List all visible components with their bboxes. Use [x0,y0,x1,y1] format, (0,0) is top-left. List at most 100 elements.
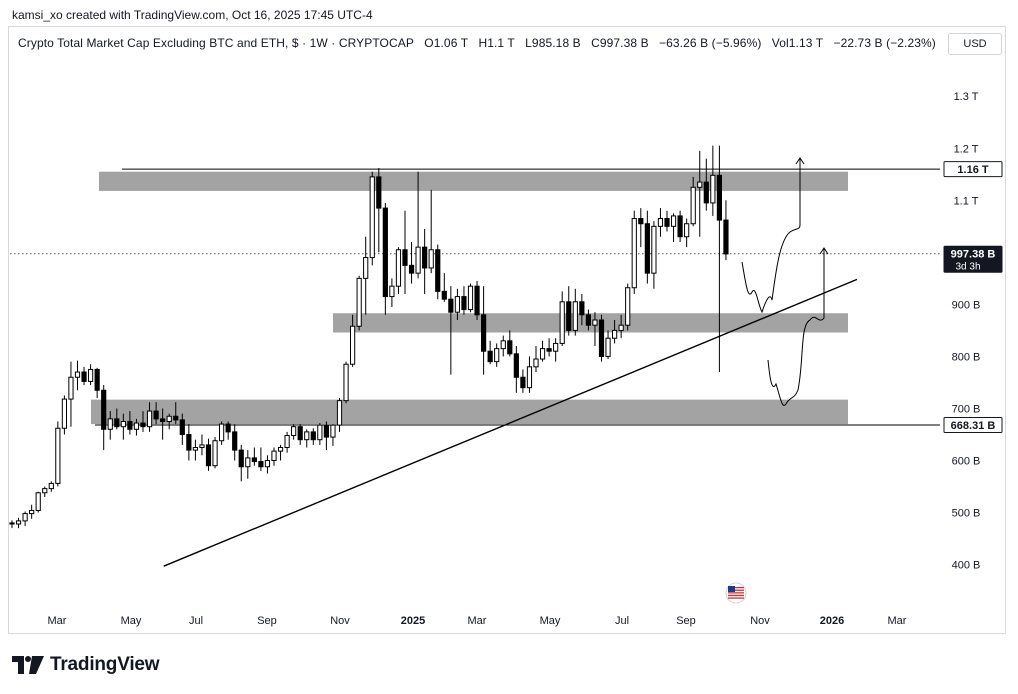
projection-path-2[interactable] [767,248,825,406]
candle [205,438,212,471]
candle [605,330,611,360]
candle-body [677,215,683,238]
candle [710,145,716,216]
candle [592,312,598,347]
projection-arrowhead [819,247,829,255]
candle [598,314,605,362]
candle-body [74,371,81,378]
low-value: L985.18 B [525,36,581,50]
candle [467,283,474,313]
candle-body [140,422,146,428]
price-tick-label: 700 B [952,403,981,415]
lower-zone[interactable] [91,399,848,425]
candle [271,447,277,466]
us-flag-event-icon[interactable] [725,582,747,604]
candle-body [454,296,460,313]
candle-body [500,340,506,350]
candle-body [408,264,415,274]
candle-body [350,325,356,365]
candle-body [153,410,159,420]
candle-body [146,410,153,428]
candle-body [297,426,303,441]
price-tag-label: 997.38 B [951,249,996,261]
change-value: −63.26 B (−5.96%) [659,36,762,50]
candle-body [264,460,271,468]
symbol-title[interactable]: Crypto Total Market Cap Excluding BTC an… [18,36,414,50]
candle-body [703,181,709,204]
candle [330,424,336,446]
candle-body [173,415,179,421]
price-tag[interactable]: 997.38 B3d 3h [943,245,1003,273]
candle [454,288,460,320]
candle-body [467,285,474,311]
projection-arrowhead [795,157,805,165]
candle [520,369,526,393]
candle [539,340,546,362]
price-tag[interactable]: 1.16 T [943,161,1003,178]
candle-body [369,176,375,259]
price-tick-label: 500 B [952,508,981,520]
candle-body [127,420,133,430]
projection-path-1[interactable] [741,158,801,314]
candle-body [644,223,650,274]
candle-body [389,285,395,298]
candle [153,402,159,425]
candle-body [481,314,487,352]
candle-body [55,427,61,484]
candle-body [638,218,644,225]
candle-body [271,450,277,462]
candle [94,367,100,399]
candle-body [710,174,716,204]
time-tick-label: Jul [615,615,629,627]
candle-body [487,350,493,363]
candle-body [539,348,546,360]
candle [297,424,303,445]
candle [376,168,382,253]
candle [494,343,500,367]
candle [579,293,585,326]
candle [310,428,316,445]
currency-button[interactable]: USD [948,33,1002,55]
candle [618,314,624,339]
candle [638,208,644,248]
tradingview-brand[interactable]: TradingView [12,654,160,676]
candle-body [572,301,578,331]
candle [350,314,356,367]
candle [107,411,113,440]
candle-body [42,488,48,494]
candle-body [88,368,94,382]
candle-body [592,319,598,326]
candle [533,346,539,373]
candle-body [238,449,244,468]
candle-body [435,249,441,292]
high-value: H1.1 T [478,36,515,50]
candle-body [232,431,238,451]
candle-body [336,400,343,426]
candle-body [684,223,690,238]
candle-body [507,340,513,355]
candle-body [114,418,120,428]
symbol-legend: Crypto Total Market Cap Excluding BTC an… [18,36,936,50]
candle-body [107,418,113,430]
flag-stripe [728,592,744,594]
price-tag[interactable]: 668.31 B [943,416,1003,433]
candle-body [277,447,284,452]
candle [395,247,402,294]
candle [474,280,480,320]
time-tick-label: Sep [676,615,696,627]
open-value: O1.06 T [424,36,469,50]
candle [323,421,329,451]
candle [225,421,231,440]
chart-frame [8,26,1006,634]
candle-body [579,301,585,316]
candle-body [160,418,166,422]
candle [435,244,441,300]
candle-body [29,509,35,515]
candle-body [120,420,126,428]
candle-body [382,207,388,298]
upper-zone[interactable] [99,171,848,191]
trendline[interactable] [163,278,858,567]
candle-body [553,342,559,352]
candle-body [448,298,454,313]
